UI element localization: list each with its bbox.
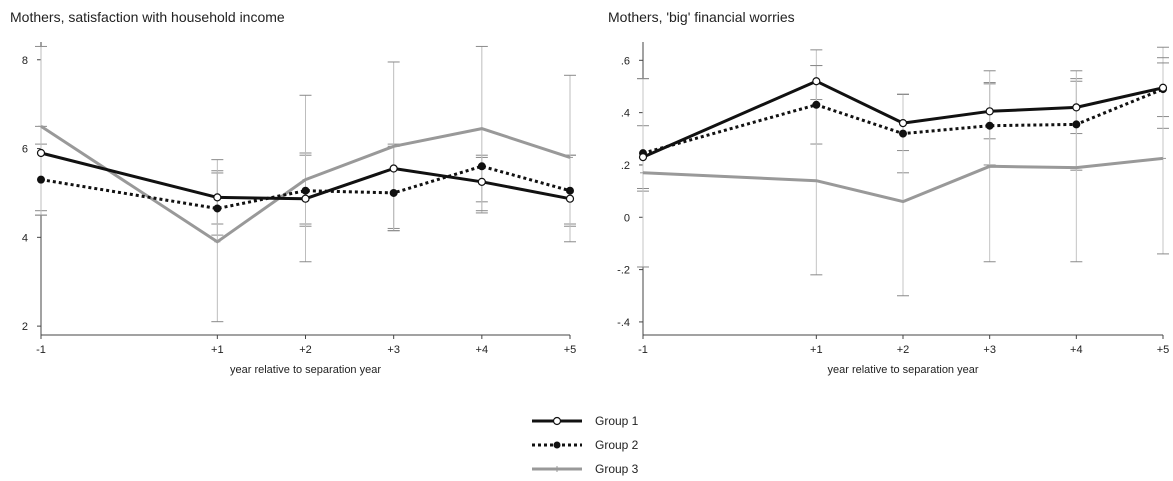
x-tick-label: +4 <box>1070 344 1083 356</box>
data-point <box>812 100 821 109</box>
error-bar <box>35 45 47 216</box>
x-tick-label: -1 <box>638 344 648 356</box>
y-tick-label: 6 <box>22 144 28 156</box>
x-axis-label: year relative to separation year <box>827 364 978 376</box>
series-line-group-2 <box>642 87 1164 155</box>
data-point <box>899 129 907 138</box>
data-point <box>389 188 398 197</box>
series-line-group-2 <box>40 164 571 210</box>
data-point <box>389 164 398 173</box>
data-point <box>477 177 486 186</box>
data-point <box>898 118 908 128</box>
series-line-group-3 <box>40 125 571 244</box>
y-tick-label: .6 <box>621 55 630 67</box>
chart-panel-1: Mothers, satisfaction with household inc… <box>10 9 576 376</box>
y-tick-label: 4 <box>22 232 28 244</box>
y-tick-label: 2 <box>22 321 28 333</box>
x-tick-label: +5 <box>564 344 577 356</box>
x-tick-label: +1 <box>211 344 224 356</box>
data-point <box>37 175 45 184</box>
series-line-group-1 <box>40 151 571 201</box>
x-axis-label: year relative to separation year <box>230 364 381 376</box>
x-tick-label: +3 <box>387 344 400 356</box>
data-point <box>1072 120 1081 129</box>
legend-label: Group 3 <box>595 462 639 476</box>
data-point <box>1158 83 1168 92</box>
data-point <box>812 77 821 86</box>
series-line-group-1 <box>642 79 1164 159</box>
data-point <box>566 186 574 195</box>
x-tick-label: +4 <box>476 344 489 356</box>
data-point <box>301 186 310 195</box>
x-tick-label: +2 <box>299 344 312 356</box>
data-point <box>36 148 46 158</box>
data-point <box>213 193 222 202</box>
data-point <box>985 107 994 116</box>
error-bar <box>564 74 576 243</box>
legend-marker <box>552 416 562 426</box>
chart-title: Mothers, 'big' financial worries <box>608 9 795 25</box>
y-tick-label: .4 <box>621 108 630 120</box>
y-tick-label: -.4 <box>617 317 630 329</box>
legend-item: Group 1 <box>532 414 639 428</box>
error-bar <box>897 93 909 297</box>
data-point <box>985 121 994 130</box>
y-tick-label: 0 <box>624 212 630 224</box>
data-point <box>565 194 575 203</box>
x-tick-label: +2 <box>897 344 910 356</box>
x-tick-label: -1 <box>36 344 46 356</box>
chart-panel-2: Mothers, 'big' financial worries -.4 -.2 0.… <box>608 9 1169 376</box>
chart-title: Mothers, satisfaction with household inc… <box>10 9 285 25</box>
y-tick-label: 8 <box>22 55 28 67</box>
legend-marker <box>553 441 561 449</box>
error-bar <box>810 65 823 276</box>
data-point <box>213 204 222 213</box>
legend-item: Group 3 <box>532 462 639 476</box>
data-point <box>638 153 648 162</box>
y-tick-label: .2 <box>621 160 630 172</box>
data-point <box>1072 103 1081 112</box>
legend-item: Group 2 <box>532 438 639 452</box>
series-line-group-3 <box>642 156 1164 204</box>
y-tick-label: -.2 <box>617 265 630 277</box>
x-tick-label: +3 <box>983 344 996 356</box>
legend-label: Group 2 <box>595 438 639 452</box>
data-point <box>477 162 486 171</box>
data-point <box>301 194 310 203</box>
x-tick-label: +1 <box>810 344 823 356</box>
legend-label: Group 1 <box>595 414 639 428</box>
x-tick-label: +5 <box>1157 344 1170 356</box>
legend: Group 1 Group 2 Group 3 <box>532 414 639 476</box>
